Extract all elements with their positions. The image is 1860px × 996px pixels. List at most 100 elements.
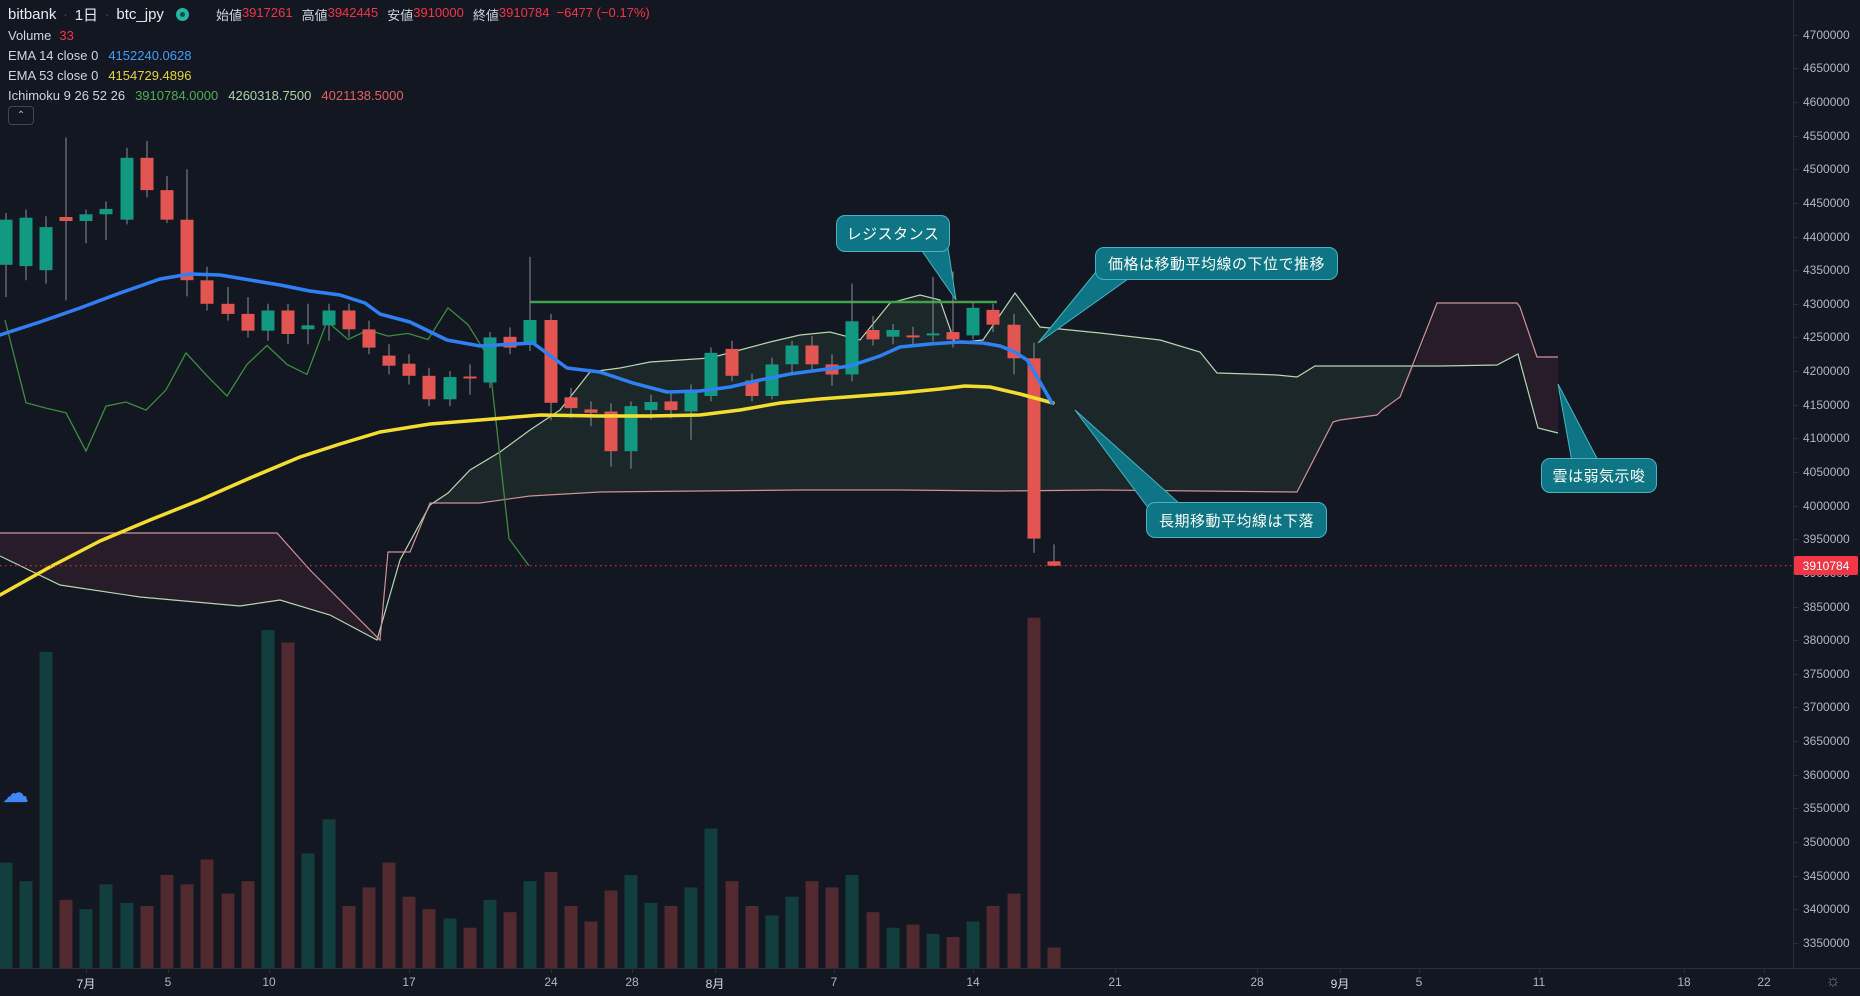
candle-down[interactable] [342,310,356,330]
volume-bar[interactable] [120,902,134,968]
volume-bar[interactable] [785,896,799,968]
candle-up[interactable] [624,406,638,452]
volume-bar[interactable] [140,906,154,968]
candle-up[interactable] [684,389,698,412]
volume-bar[interactable] [463,927,477,968]
candle-down[interactable] [986,309,1000,325]
candle-down[interactable] [946,332,960,340]
candle-up[interactable] [765,364,779,396]
volume-bar[interactable] [221,893,235,968]
candle-down[interactable] [422,375,436,400]
candle-up[interactable] [261,310,275,331]
volume-bar[interactable] [200,859,214,969]
candle-up[interactable] [785,345,799,365]
volume-bar[interactable] [866,912,880,968]
volume-bar[interactable] [342,906,356,968]
volume-bar[interactable] [241,881,255,968]
candle-down[interactable] [200,280,214,304]
volume-bar[interactable] [1047,947,1061,969]
volume-bar[interactable] [1007,893,1021,968]
candle-up[interactable] [443,377,457,400]
candle-down[interactable] [241,313,255,331]
ema53-indicator-row[interactable]: EMA 53 close 0 4154729.4896 [8,65,650,85]
candle-up[interactable] [704,352,718,396]
annotation-longterm-ma-falling[interactable]: 長期移動平均線は下落 [1146,502,1327,538]
volume-bar[interactable] [443,918,457,968]
ema14-indicator-row[interactable]: EMA 14 close 0 4152240.0628 [8,45,650,65]
volume-indicator-row[interactable]: Volume 33 [8,25,650,45]
candle-down[interactable] [140,157,154,191]
volume-bar[interactable] [604,890,618,969]
candle-up[interactable] [79,214,93,221]
candle-down[interactable] [402,363,416,376]
volume-bar[interactable] [825,887,839,968]
volume-bar[interactable] [544,871,558,968]
volume-bar[interactable] [684,887,698,968]
candle-down[interactable] [281,310,295,335]
volume-bar[interactable] [523,881,537,968]
volume-bar[interactable] [906,924,920,968]
volume-bar[interactable] [483,899,497,968]
volume-bar[interactable] [0,862,13,968]
candle-down[interactable] [664,401,678,411]
volume-bar[interactable] [180,884,194,968]
volume-bar[interactable] [805,881,819,968]
volume-bar[interactable] [1027,617,1041,968]
volume-bar[interactable] [301,853,315,968]
volume-bar[interactable] [624,875,638,968]
candle-down[interactable] [564,397,578,409]
candle-down[interactable] [584,409,598,413]
volume-bar[interactable] [745,906,759,968]
volume-bar[interactable] [725,881,739,968]
candle-up[interactable] [926,333,940,336]
candle-up[interactable] [644,402,658,411]
volume-bar[interactable] [99,884,113,968]
candle-down[interactable] [463,376,477,379]
volume-bar[interactable] [986,906,1000,968]
interval-label[interactable]: 1日 [74,6,99,24]
volume-bar[interactable] [584,921,598,969]
volume-bar[interactable] [664,906,678,968]
candle-down[interactable] [1027,358,1041,539]
volume-bar[interactable] [402,896,416,968]
candle-up[interactable] [99,208,113,215]
candle-up[interactable] [886,330,900,337]
symbol-row[interactable]: bitbank · 1日 · btc_jpy 始値 3917261 高値 39424… [8,3,650,25]
candle-down[interactable] [725,348,739,376]
annotation-bearish-cloud[interactable]: 雲は弱気示唆 [1541,458,1657,493]
candle-up[interactable] [19,217,33,267]
candle-up[interactable] [0,219,13,265]
annotation-price-below-ma[interactable]: 価格は移動平均線の下位で推移 [1095,247,1338,280]
volume-bar[interactable] [704,828,718,969]
volume-bar[interactable] [362,887,376,968]
volume-bar[interactable] [765,915,779,968]
volume-bar[interactable] [966,921,980,969]
candle-up[interactable] [966,307,980,336]
price-axis[interactable]: 4700000 4650000 4600000 4550000 4500000 44500… [1793,0,1860,968]
candle-down[interactable] [382,355,396,366]
legend-collapse-button[interactable]: ⌃ [8,106,34,125]
candle-down[interactable] [503,336,517,348]
candle-up[interactable] [483,337,497,383]
ichimoku-indicator-row[interactable]: Ichimoku 9 26 52 26 3910784.0000 4260318… [8,85,650,105]
time-axis[interactable]: 7月 5 10 17 24 28 8月 7 14 21 28 9月 5 11 18 22 [0,968,1860,996]
candle-down[interactable] [221,303,235,314]
volume-bar[interactable] [946,937,960,968]
volume-bar[interactable] [564,906,578,968]
volume-bar[interactable] [845,875,859,968]
volume-bar[interactable] [19,881,33,968]
axis-settings-button[interactable]: ☼ [1820,970,1846,992]
candle-up[interactable] [120,157,134,220]
candle-down[interactable] [180,219,194,281]
volume-bar[interactable] [39,651,53,968]
volume-bar[interactable] [926,933,940,968]
volume-bar[interactable] [281,642,295,969]
candle-up[interactable] [322,310,336,326]
candle-down[interactable] [604,411,618,452]
volume-bar[interactable] [261,630,275,968]
pair-label[interactable]: btc_jpy [116,5,164,23]
annotation-resistance[interactable]: レジスタンス [836,215,950,252]
volume-bar[interactable] [160,875,174,968]
candle-down[interactable] [362,329,376,348]
